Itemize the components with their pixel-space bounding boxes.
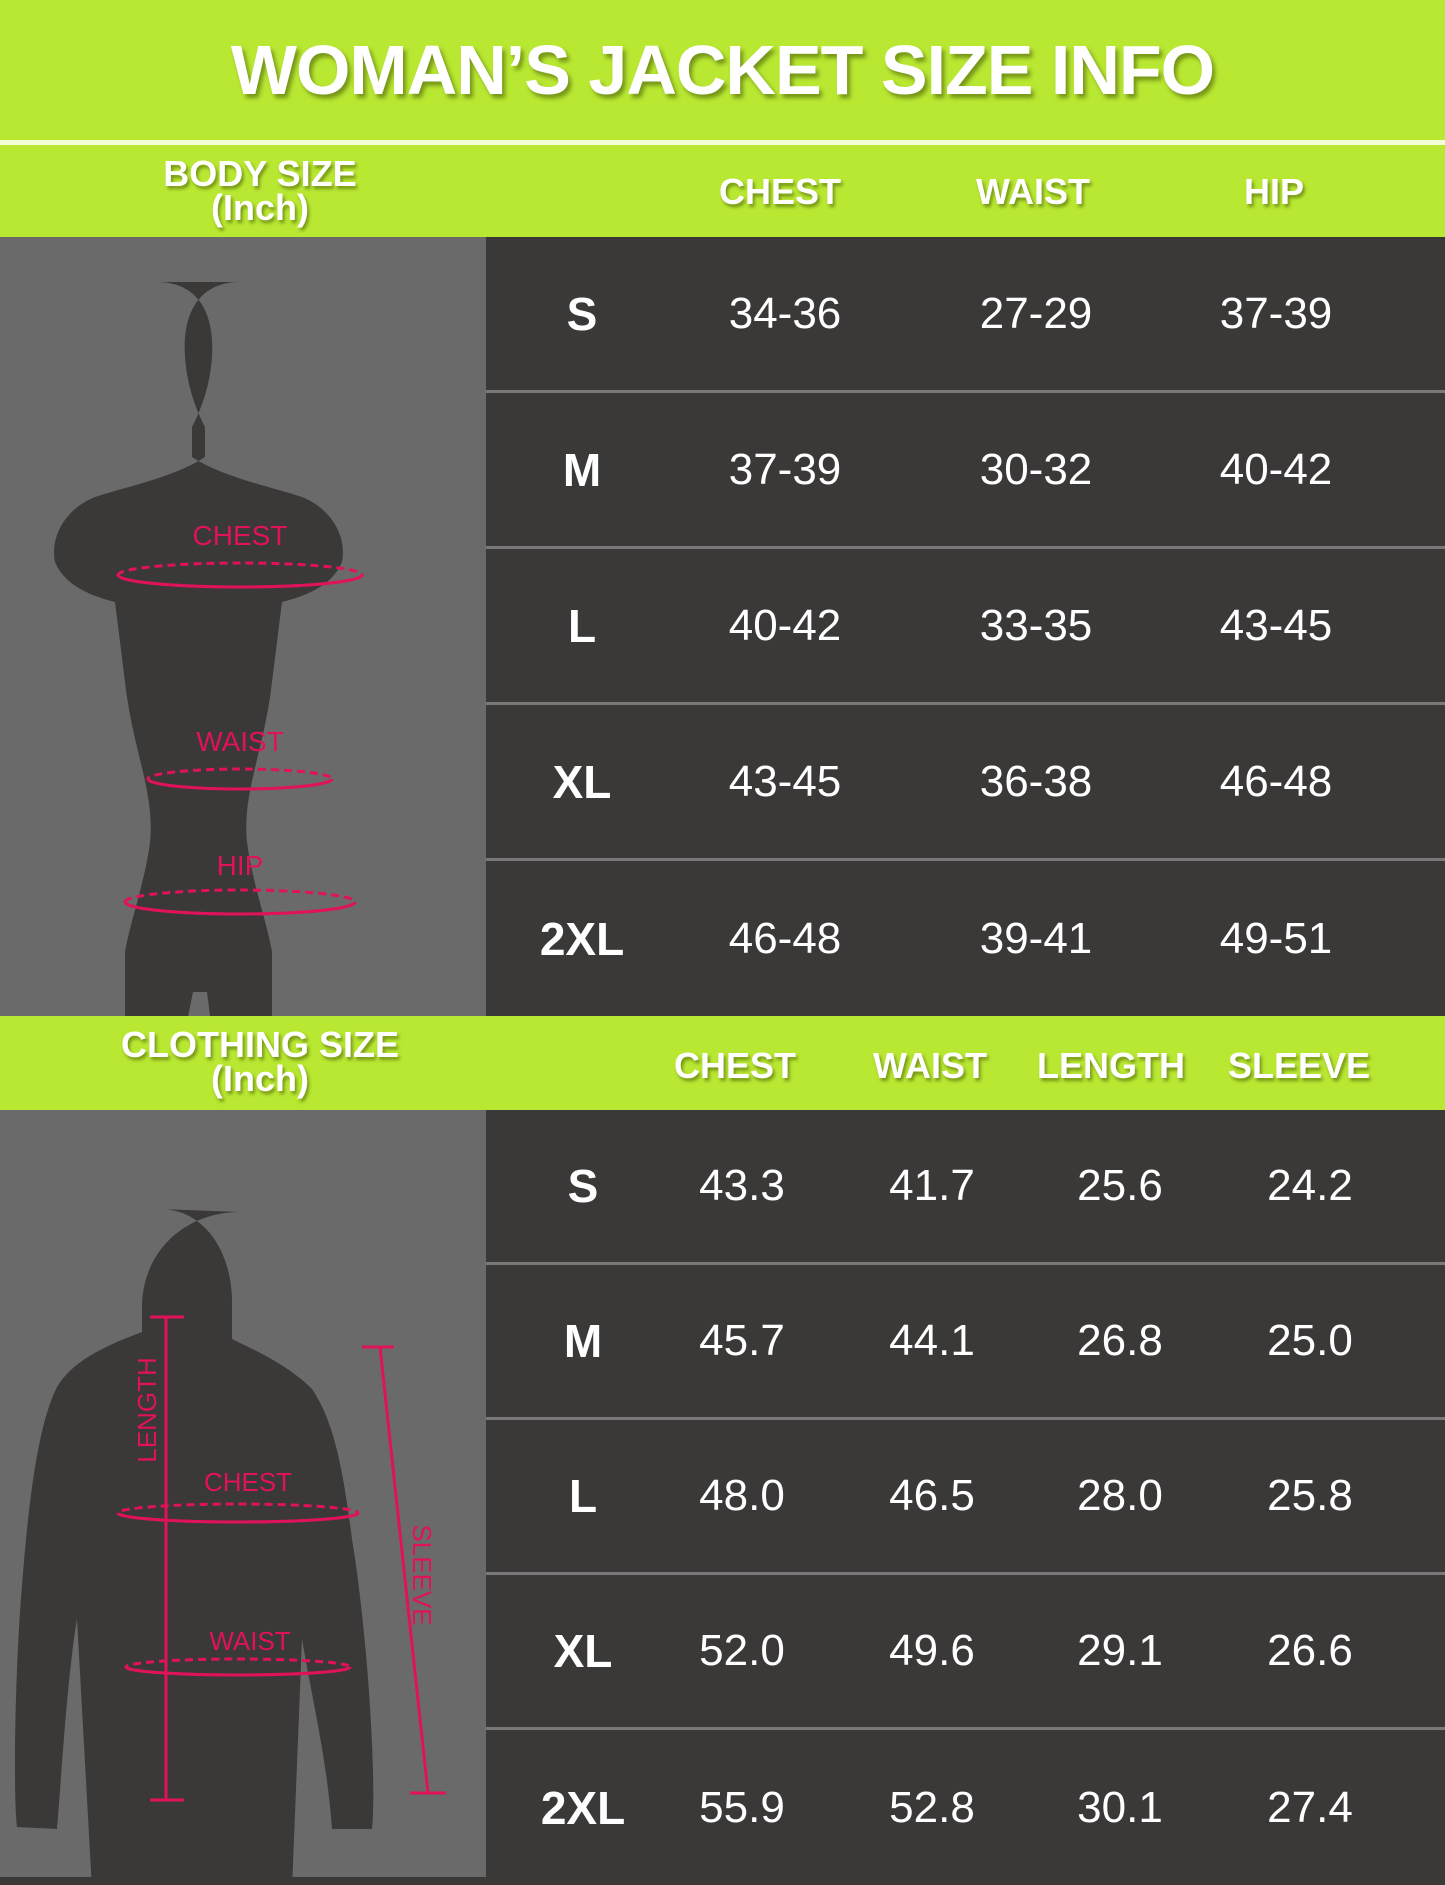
cell-sleeve: 27.4 xyxy=(1267,1782,1353,1832)
cell-chest: 37-39 xyxy=(728,444,842,494)
table-row: M 37-39 30-32 40-42 xyxy=(486,393,1445,549)
size-label: S xyxy=(567,1160,599,1212)
cell-waist: 41.7 xyxy=(889,1161,975,1210)
cell-chest: 45.7 xyxy=(699,1316,785,1365)
cell-waist: 39-41 xyxy=(979,914,1093,963)
cell-chest: 55.9 xyxy=(699,1782,785,1832)
divider xyxy=(0,140,1445,145)
waist-label: WAIST xyxy=(209,1626,290,1656)
clothing-figure-panel: LENGTH CHEST WAIST SLEEVE xyxy=(0,1110,486,1877)
table-row: S 34-36 27-29 37-39 xyxy=(486,237,1445,393)
body-size-label: BODY SIZE (Inch) xyxy=(0,153,520,228)
waist-label: WAIST xyxy=(196,726,284,757)
cell-waist: 44.1 xyxy=(889,1316,975,1365)
cell-chest: 40-42 xyxy=(728,600,842,650)
table-row: S 43.3 41.7 25.6 24.2 xyxy=(486,1110,1445,1265)
size-label: S xyxy=(566,287,598,340)
cell-chest: 52.0 xyxy=(699,1626,785,1675)
cell-hip: 46-48 xyxy=(1219,756,1333,806)
chest-label: CHEST xyxy=(193,520,288,551)
col-length: LENGTH xyxy=(1037,1045,1185,1086)
cell-hip: 40-42 xyxy=(1219,444,1333,494)
table-row: L 48.0 46.5 28.0 25.8 xyxy=(486,1420,1445,1575)
size-label: XL xyxy=(552,755,612,808)
table-row: XL 52.0 49.6 29.1 26.6 xyxy=(486,1575,1445,1730)
cell-hip: 43-45 xyxy=(1219,600,1333,650)
table-row: L 40-42 33-35 43-45 xyxy=(486,549,1445,705)
body-silhouette-figure: CHEST WAIST HIP xyxy=(54,282,364,1016)
size-label: L xyxy=(567,599,597,652)
sleeve-label: SLEEVE xyxy=(407,1524,437,1625)
size-label: M xyxy=(562,443,602,496)
table-row: 2XL 46-48 39-41 49-51 xyxy=(486,861,1445,1017)
jacket-silhouette-figure: LENGTH CHEST WAIST SLEEVE xyxy=(14,1209,446,1877)
clothing-size-label: CLOTHING SIZE (Inch) xyxy=(0,1024,520,1099)
body-size-unit: (Inch) xyxy=(211,187,309,228)
cell-sleeve: 25.0 xyxy=(1267,1316,1353,1365)
cell-hip: 37-39 xyxy=(1219,288,1333,338)
cell-chest: 43-45 xyxy=(728,756,842,806)
size-label: L xyxy=(568,1470,598,1522)
cell-sleeve: 24.2 xyxy=(1267,1161,1353,1210)
page-title: WOMAN’S JACKET SIZE INFO xyxy=(0,0,1445,140)
clothing-size-unit: (Inch) xyxy=(211,1058,309,1099)
clothing-size-header: CLOTHING SIZE (Inch) CHEST WAIST LENGTH S… xyxy=(0,1016,1445,1110)
cell-sleeve: 25.8 xyxy=(1267,1471,1353,1520)
size-label: M xyxy=(563,1315,603,1367)
cell-waist: 30-32 xyxy=(979,444,1093,494)
cell-sleeve: 26.6 xyxy=(1267,1626,1353,1675)
table-row: XL 43-45 36-38 46-48 xyxy=(486,705,1445,861)
hip-label: HIP xyxy=(217,850,264,881)
cell-waist: 27-29 xyxy=(979,288,1093,338)
col-hip: HIP xyxy=(1243,171,1305,212)
table-row: M 45.7 44.1 26.8 25.0 xyxy=(486,1265,1445,1420)
cell-hip: 49-51 xyxy=(1219,914,1333,963)
col-waist: WAIST xyxy=(873,1045,987,1086)
cell-chest: 34-36 xyxy=(728,288,842,338)
clothing-size-table: S 43.3 41.7 25.6 24.2 M 45.7 44.1 26.8 25.0 L 48.0 4… xyxy=(486,1110,1445,1885)
cell-waist: 36-38 xyxy=(979,756,1093,806)
body-size-title: BODY SIZE xyxy=(163,153,357,194)
cell-chest: 43.3 xyxy=(699,1161,785,1210)
cell-waist: 49.6 xyxy=(889,1626,975,1675)
col-chest: CHEST xyxy=(718,171,842,212)
size-label: 2XL xyxy=(540,1781,626,1834)
cell-length: 25.6 xyxy=(1077,1161,1163,1210)
cell-length: 28.0 xyxy=(1077,1471,1163,1520)
col-sleeve: SLEEVE xyxy=(1227,1045,1371,1086)
cell-length: 29.1 xyxy=(1077,1626,1163,1675)
body-size-table: S 34-36 27-29 37-39 M 37-39 30-32 40-42 L 40-42 33… xyxy=(486,237,1445,1017)
cell-waist: 52.8 xyxy=(889,1782,975,1832)
cell-length: 30.1 xyxy=(1077,1782,1163,1832)
table-row: 2XL 55.9 52.8 30.1 27.4 xyxy=(486,1730,1445,1885)
cell-length: 26.8 xyxy=(1077,1316,1163,1365)
cell-chest: 48.0 xyxy=(699,1471,785,1520)
chest-label: CHEST xyxy=(204,1467,292,1497)
cell-waist: 46.5 xyxy=(889,1471,975,1520)
col-waist: WAIST xyxy=(976,171,1090,212)
size-label: XL xyxy=(553,1625,613,1677)
length-label: LENGTH xyxy=(132,1357,162,1462)
size-label: 2XL xyxy=(539,913,625,965)
cell-chest: 46-48 xyxy=(728,914,842,963)
body-size-header: BODY SIZE (Inch) CHEST WAIST HIP xyxy=(0,145,1445,237)
cell-waist: 33-35 xyxy=(979,600,1093,650)
body-figure-panel: CHEST WAIST HIP xyxy=(0,237,486,1016)
col-chest: CHEST xyxy=(673,1045,797,1086)
clothing-size-title: CLOTHING SIZE xyxy=(121,1024,399,1065)
